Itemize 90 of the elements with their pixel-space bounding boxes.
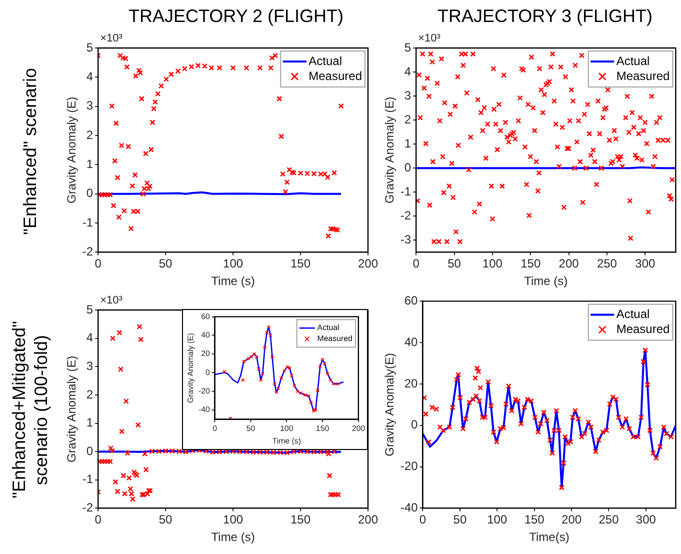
point [279, 376, 284, 380]
y-tick-label: 40 [404, 334, 418, 349]
x-axis-title: Time (s) [211, 530, 255, 544]
x-tick-label: 150 [520, 256, 541, 271]
y-tick-label: 2 [404, 112, 412, 126]
legend-label: Measured [616, 322, 670, 336]
x-tick-label: 200 [358, 512, 378, 527]
x-axis-title: Time(s) [529, 530, 570, 544]
point [309, 400, 313, 404]
y-axis-title: Gravity Anomaly(E) [382, 353, 397, 456]
x-tick-label: 50 [448, 256, 462, 271]
x-tick-label: 100 [482, 256, 503, 271]
y-tick-label: -20 [400, 459, 418, 474]
y-tick-label: 3 [86, 358, 94, 373]
x-tick-label: 100 [487, 512, 508, 527]
y-axis-title: Gravity Anomaly (E) [64, 96, 79, 204]
point [318, 364, 322, 368]
y-tick-label: -1 [400, 184, 412, 198]
y-tick-label: -40 [400, 500, 418, 515]
y-tick-label: 4 [404, 64, 412, 78]
x-tick-label: 300 [635, 256, 656, 271]
text: "Enhanced" scenario [19, 68, 41, 234]
y-tick-label: -2 [82, 244, 94, 259]
point [282, 368, 286, 373]
y-axis-title: Gravity Anomaly (E) [186, 332, 195, 403]
y-tick-label: 5 [86, 302, 94, 316]
x-tick-label: 250 [598, 512, 620, 527]
y-tick-label: 0 [86, 186, 94, 200]
point [249, 354, 254, 359]
text: ×10³ [100, 294, 123, 307]
point [328, 378, 332, 382]
y-tick-label: -2 [82, 500, 94, 515]
y-tick-label: 2 [86, 128, 94, 142]
point [254, 354, 259, 359]
x-tick-label: 300 [636, 512, 656, 527]
point [320, 358, 324, 362]
y-axis-title: Gravity Anomaly (E) [382, 96, 397, 204]
y-tick-label: 5 [404, 40, 412, 54]
legend-label: Measured [616, 68, 670, 83]
text: "Enhanced+Mitigated" [8, 321, 30, 499]
x-tick-label: 50 [453, 512, 467, 527]
y-tick-label: -1 [82, 472, 94, 486]
chart-title: TRAJECTORY 3 (FLIGHT) [436, 5, 654, 28]
y-tick-label: 4 [86, 69, 94, 84]
x-tick-label: 50 [158, 256, 173, 271]
x-tick-label: 100 [223, 512, 244, 527]
x-tick-label: 100 [223, 256, 244, 271]
text: ×10³ [418, 32, 441, 45]
point [270, 354, 274, 359]
x-axis-title: Time (s) [524, 274, 568, 288]
point [296, 389, 300, 394]
x-tick-label: 150 [524, 512, 545, 527]
x-tick-label: 50 [158, 512, 173, 527]
point [316, 388, 320, 392]
chart-title: TRAJECTORY 2 (FLIGHT) [127, 5, 345, 28]
x-tick-label: 200 [558, 256, 580, 271]
x-axis-title: Time (s) [211, 274, 255, 288]
point [326, 372, 330, 376]
text: ×10³ [100, 32, 123, 45]
y-tick-label: 0 [404, 160, 412, 174]
y-tick-label: 0 [86, 444, 94, 458]
text: scenario (100-fold) [30, 334, 52, 486]
y-tick-label: 20 [404, 376, 418, 390]
x-tick-label: 150 [290, 256, 311, 271]
y-tick-label: 3 [86, 98, 94, 113]
y-tick-label: 60 [404, 294, 418, 308]
point [222, 370, 226, 374]
y-tick-label: 3 [404, 88, 412, 102]
y-tick-label: 1 [404, 136, 412, 150]
point [290, 374, 294, 378]
y-tick-label: 4 [86, 330, 94, 345]
y-axis-title: Gravity Anomaly (E) [64, 356, 79, 462]
point [257, 367, 261, 371]
legend-label: Actual [616, 307, 650, 322]
legend-label: Actual [616, 54, 650, 68]
y-tick-label: 1 [86, 157, 94, 171]
x-tick-label: 200 [358, 256, 378, 271]
y-tick-label: 2 [86, 387, 94, 402]
point [272, 382, 276, 386]
point [298, 391, 303, 395]
y-tick-label: -1 [82, 215, 94, 230]
y-tick-label: -3 [400, 232, 412, 246]
x-tick-label: 200 [562, 512, 582, 527]
y-tick-label: 1 [86, 416, 94, 430]
x-tick-label: 250 [596, 256, 618, 271]
x-tick-label: 150 [290, 512, 311, 527]
y-tick-label: 5 [86, 40, 94, 54]
legend-label: Measured [308, 68, 362, 83]
y-tick-label: -2 [400, 208, 412, 222]
legend-label: Actual [308, 54, 342, 68]
